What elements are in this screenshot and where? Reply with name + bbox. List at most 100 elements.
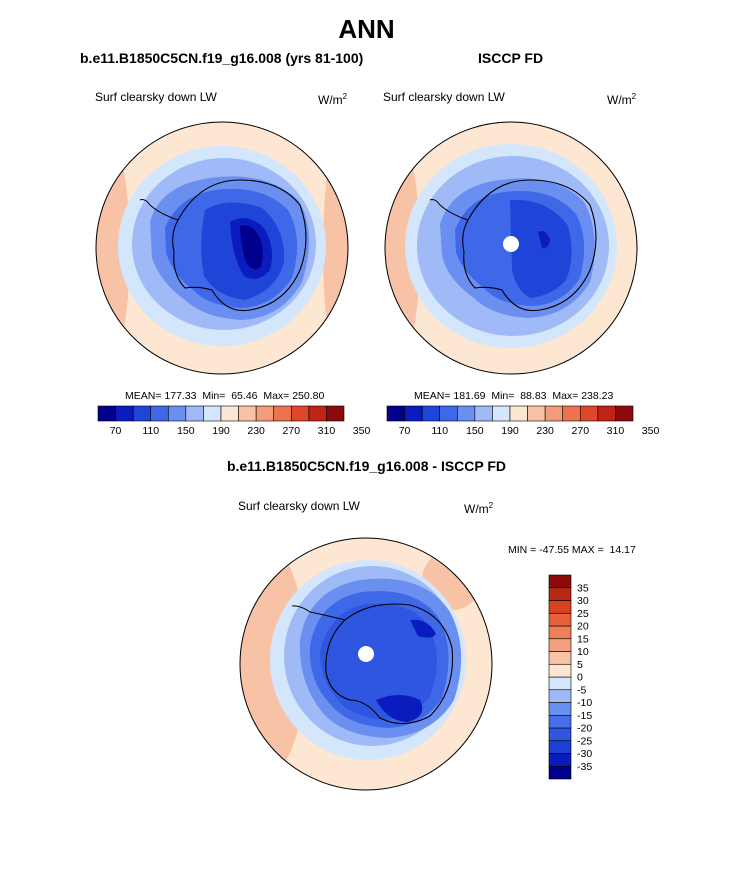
colorbar-obs-tick-label: 230 [536,425,554,437]
peninsula [429,199,469,221]
colorbar-diff-tick-label: 20 [577,621,589,633]
coastline [462,179,597,312]
map-model-border [95,121,349,375]
colorbar-diff-swatch [548,702,572,716]
panel-obs-variable: Surf clearsky down LW [383,90,505,104]
colorbar-diff-tick-label: -20 [577,723,592,735]
colorbar-obs-swatch [615,405,634,422]
colorbar-model-swatch [308,405,327,422]
panel-obs-stats: MEAN= 181.69 Min= 88.83 Max= 238.23 [414,390,614,402]
colorbar-model-swatch [97,405,116,422]
colorbar-model-swatch [115,405,134,422]
colorbar-obs: 70 110 150 190 230 270 310 350 [386,405,660,437]
panel-model-variable: Surf clearsky down LW [95,90,217,104]
colorbar-diff-swatch [548,638,572,652]
colorbar-obs-swatch [579,405,599,422]
band-5 [320,603,437,720]
panel-model-stats: MEAN= 177.33 Min= 65.46 Max= 250.80 [125,390,325,402]
colorbar-model-tick-label: 70 [110,425,122,437]
band-warm-left [240,540,306,780]
colorbar-diff-swatch [548,587,572,601]
coastline [325,603,454,725]
colorbar-obs-swatch [386,405,405,422]
colorbar-diff-swatch [548,663,572,678]
colorbar-diff-swatch [548,676,572,691]
panel-diff-variable: Surf clearsky down LW [238,499,360,513]
colorbar-model-swatch [132,405,152,422]
colorbar-diff-tick-label: -15 [577,710,592,722]
peninsula [139,199,179,221]
colorbar-diff-swatch [548,600,572,614]
colorbar-model-swatch [203,405,222,422]
colorbar-diff-tick-label: -5 [577,684,586,696]
colorbar-obs-tick-label: 350 [642,425,660,437]
colorbar-model-tick-label: 350 [353,425,371,437]
colorbar-model-tick-label: 190 [212,425,230,437]
panel-diff-unit: W/m2 [464,501,494,516]
band-6 [538,231,550,249]
colorbar-obs-tick-label: 70 [399,425,411,437]
band-6 [376,695,423,722]
colorbar-diff-tick-label: 0 [577,672,583,684]
colorbar-diff-tick-label: 30 [577,595,589,607]
colorbar-model-tick-label: 110 [142,425,159,437]
colorbar-obs-tick-label: 270 [572,425,590,437]
colorbar-diff-swatch [548,689,572,703]
colorbar-diff-swatch [548,753,572,767]
colorbar-obs-swatch [404,405,423,422]
colorbar-diff-swatch [548,625,572,640]
colorbar-model-swatch [220,405,239,422]
colorbar-model-swatch [255,405,275,422]
band-5 [510,199,572,298]
colorbar-model-tick-label: 230 [247,425,265,437]
colorbar-model-swatch [150,405,169,422]
colorbar-obs-swatch [597,405,616,422]
colorbar-diff-tick-label: -10 [577,697,592,709]
colorbar-model-swatch [238,405,257,422]
map-diff-border [239,537,493,791]
colorbar-diff-swatch [548,714,572,729]
colorbar-obs-swatch [509,405,528,422]
colorbar-diff-tick-label: 35 [577,582,589,594]
colorbar-obs-tick-label: 150 [466,425,484,437]
colorbar-obs-swatch [456,405,476,422]
panel-model-unit: W/m2 [318,92,348,107]
colorbar-diff-tick-label: -35 [577,761,592,773]
page-title: ANN [338,14,395,44]
colorbar-diff-tick-label: 10 [577,646,589,658]
colorbar-diff-tick-label: -25 [577,735,592,747]
band-7 [410,619,436,638]
colorbar-diff-tick-label: -30 [577,748,592,760]
colorbar-obs-tick-label: 110 [431,425,448,437]
colorbar-model-tick-label: 270 [283,425,301,437]
band-warm-left [385,122,420,374]
colorbar-model: 70 110 150 190 230 270 310 350 [97,405,371,437]
colorbar-model-swatch [167,405,187,422]
colorbar-model-tick-label: 150 [177,425,195,437]
coastline [172,179,307,312]
colorbar-diff-swatch [548,727,572,742]
colorbar-model-swatch [290,405,310,422]
pole-hole [358,646,374,662]
colorbar-obs-swatch [474,405,493,422]
colorbar-obs-swatch [527,405,546,422]
colorbar-obs-tick-label: 310 [607,425,625,437]
colorbar-diff-tick-label: 5 [577,659,583,671]
colorbar-diff-swatch [548,651,572,665]
colorbar-obs-swatch [492,405,511,422]
colorbar-model-swatch [273,405,292,422]
colorbar-obs-swatch [562,405,581,422]
colorbar-obs-swatch [421,405,441,422]
pole-hole [503,236,519,252]
peninsula [291,605,346,621]
colorbar-diff-swatch [548,740,572,754]
panel-diff-stats: MIN = -47.55 MAX = 14.17 [508,544,636,556]
colorbar-diff-tick-label: 25 [577,608,589,620]
panel-diff-subtitle: b.e11.B1850C5CN.f19_g16.008 - ISCCP FD [226,458,507,474]
map-obs-border [384,121,638,375]
colorbar-diff-swatch [548,612,572,627]
colorbar-diff-swatch [548,574,572,589]
map-obs [385,122,637,374]
panel-obs-subtitle: ISCCP FD [478,50,544,66]
